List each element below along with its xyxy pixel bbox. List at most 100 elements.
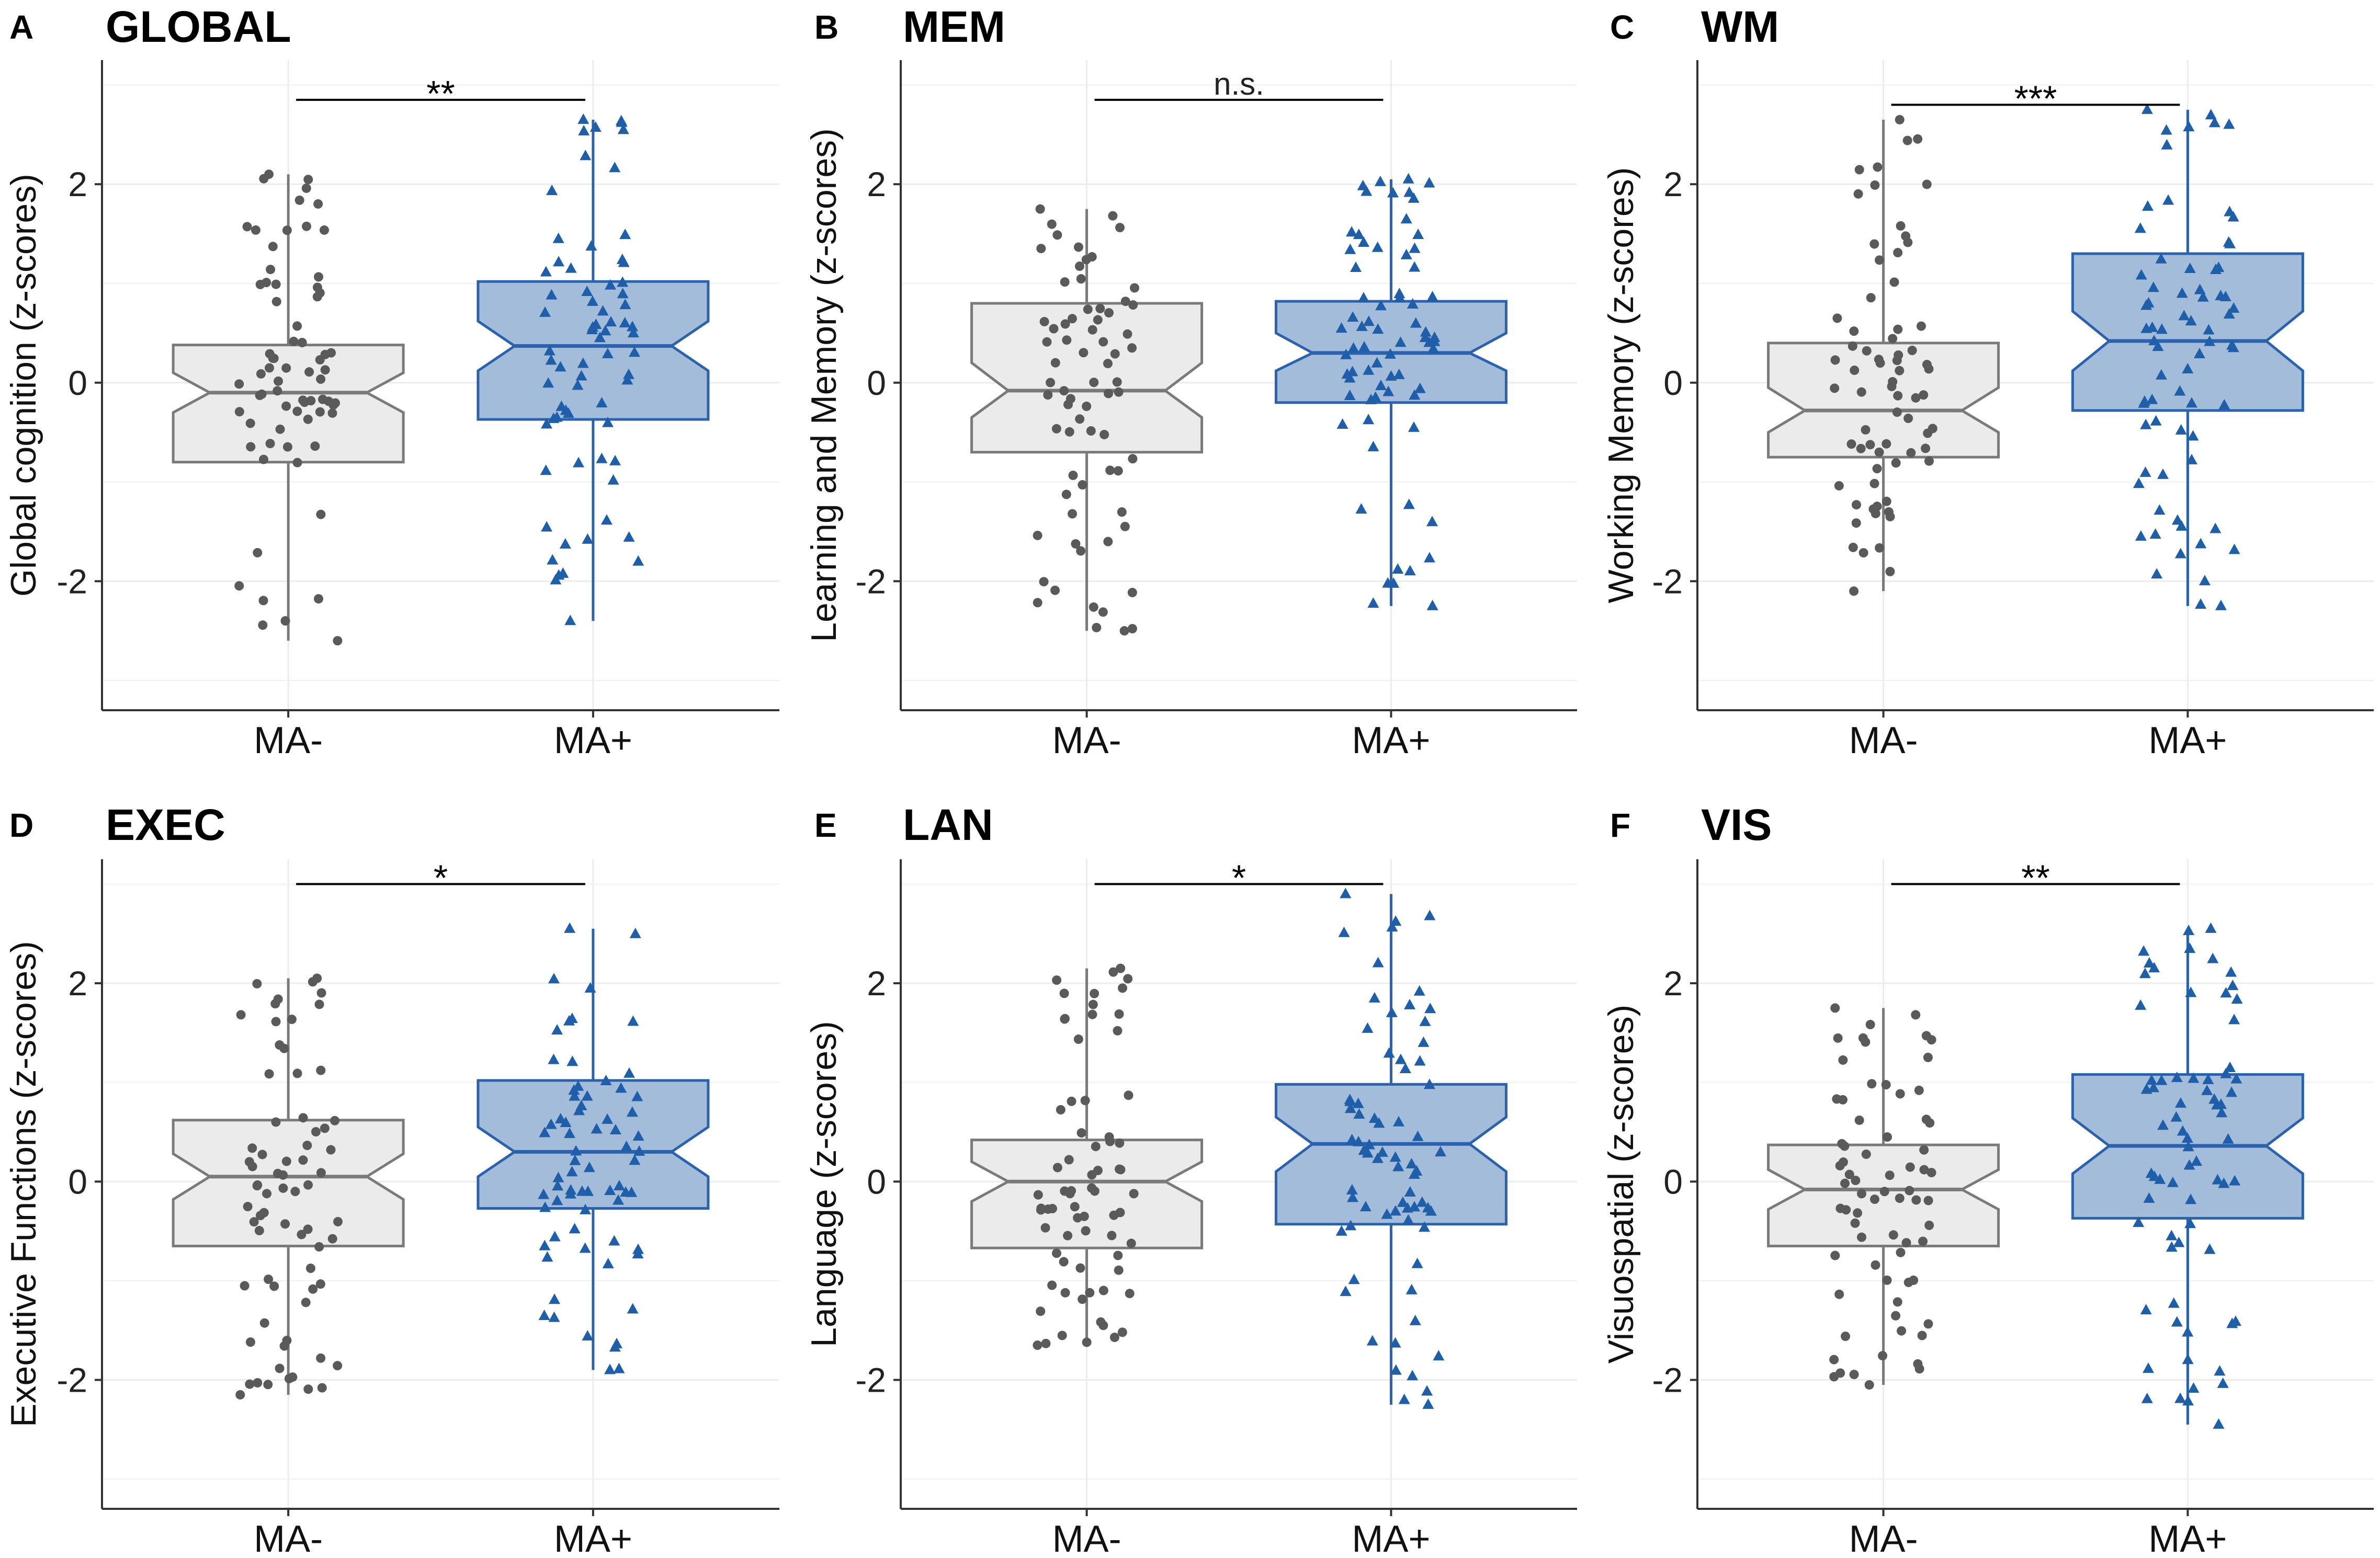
ma-plus-point (2198, 575, 2211, 586)
ma-minus-point (327, 1234, 337, 1244)
ma-minus-point (1875, 543, 1885, 553)
ma-plus-point (619, 229, 631, 240)
ma-minus-point (1885, 1170, 1895, 1180)
ma-minus-point (258, 596, 268, 606)
ma-minus-point (1057, 1330, 1067, 1340)
ma-plus-point (1407, 1370, 1419, 1381)
ma-minus-point (1872, 464, 1882, 474)
ma-plus-point (2222, 1133, 2234, 1144)
ma-minus-point (1115, 1208, 1125, 1218)
ma-minus-point (330, 1116, 340, 1125)
ma-minus-point (1861, 425, 1871, 435)
ma-minus-point (273, 386, 282, 396)
ma-plus-point (1408, 192, 1420, 203)
ma-minus-point (1849, 1370, 1859, 1380)
ma-minus-point (1050, 585, 1060, 595)
ma-plus-point (2148, 1082, 2160, 1093)
ma-minus-point (1076, 546, 1086, 556)
ma-minus-point (1856, 387, 1866, 397)
ma-minus-point (1856, 443, 1866, 453)
ma-plus-point (2171, 1316, 2183, 1327)
ma-minus-point (282, 442, 292, 452)
ma-minus-point (1043, 1204, 1053, 1214)
ma-plus-point (2207, 952, 2219, 963)
y-tick-label: 2 (1663, 165, 1683, 203)
ma-plus-point (2215, 290, 2227, 301)
ma-minus-point (314, 999, 324, 1009)
ma-plus-point (2174, 1097, 2186, 1108)
ma-plus-point (1397, 1196, 1409, 1207)
ma-plus-point (2183, 121, 2195, 132)
ma-plus-point (602, 416, 614, 427)
ma-minus-point (1124, 1090, 1134, 1100)
ma-plus-point (570, 1145, 582, 1156)
ma-minus-point (1059, 1257, 1069, 1267)
ma-plus-point (2183, 924, 2195, 935)
ma-plus-point (2151, 568, 2163, 579)
ma-plus-point (1383, 1047, 1395, 1058)
ma-minus-point (1838, 1157, 1848, 1167)
ma-minus-point (1914, 1085, 1924, 1095)
ma-plus-point (2204, 1243, 2216, 1254)
ma-plus-point (1403, 498, 1415, 509)
ma-minus-point (1114, 1009, 1124, 1019)
ma-minus-point (303, 1384, 313, 1394)
ma-plus-point (1366, 1335, 1378, 1346)
ma-plus-point (548, 1293, 560, 1304)
y-tick-label: 2 (1663, 964, 1683, 1003)
ma-minus-point (1893, 248, 1903, 258)
ma-minus-point (1892, 407, 1902, 417)
ma-minus-point (1087, 325, 1097, 335)
ma-minus-point (1921, 443, 1931, 453)
ma-minus-point (290, 1187, 300, 1197)
ma-plus-point (564, 1188, 576, 1199)
panel-d: -2 0 2 MA- MA+ * D EXEC Executive Functions (z-s… (4, 800, 779, 1558)
ma-plus-point (572, 379, 584, 390)
ma-plus-point (1422, 1398, 1434, 1409)
ma-plus-point (1419, 1015, 1431, 1026)
ma-plus-point (1363, 414, 1375, 425)
ma-minus-point (1878, 1351, 1888, 1361)
ma-plus-point (2143, 297, 2155, 308)
y-tick-label: -2 (855, 1360, 886, 1399)
ma-plus-point (2182, 362, 2194, 373)
ma-minus-point (1833, 1033, 1843, 1043)
ma-minus-point (1911, 1010, 1921, 1020)
ma-minus-point (292, 1068, 302, 1078)
ma-minus-point (1887, 381, 1897, 391)
ma-plus-point (2142, 200, 2154, 211)
ma-plus-point (540, 418, 552, 429)
panel-b: -2 0 2 MA- MA+ n.s. B MEM Learning and Memory (z… (804, 2, 1577, 761)
ma-plus-point (1358, 341, 1370, 352)
ma-plus-point (573, 1105, 585, 1116)
panel-letter: D (9, 806, 33, 844)
ma-plus-point (542, 377, 554, 388)
significance-label: ** (426, 73, 455, 114)
ma-plus-point (1400, 248, 1412, 259)
ma-plus-point (1356, 320, 1368, 331)
ma-minus-point (1867, 1079, 1877, 1089)
ma-minus-point (1046, 378, 1056, 388)
ma-minus-point (1905, 1162, 1915, 1172)
ma-plus-point (1344, 390, 1356, 401)
ma-plus-point (552, 1172, 564, 1182)
ma-minus-point (1116, 963, 1126, 973)
ma-minus-point (245, 418, 255, 428)
ma-minus-point (1036, 244, 1046, 254)
ma-plus-point (551, 1024, 563, 1035)
ma-minus-point (1089, 378, 1099, 388)
ma-minus-point (1895, 366, 1905, 376)
ma-minus-box (172, 1119, 405, 1248)
ma-minus-point (1885, 566, 1895, 576)
ma-minus-point (1052, 975, 1062, 985)
ma-minus-point (289, 336, 299, 346)
ma-plus-point (604, 1184, 616, 1195)
ma-plus-point (1409, 1201, 1421, 1212)
ma-plus-point (577, 357, 589, 368)
ma-plus-point (569, 1223, 581, 1234)
ma-plus-point (586, 324, 598, 335)
ma-plus-point (631, 1090, 643, 1101)
ma-minus-point (1850, 365, 1860, 375)
ma-minus-point (1924, 1220, 1934, 1230)
